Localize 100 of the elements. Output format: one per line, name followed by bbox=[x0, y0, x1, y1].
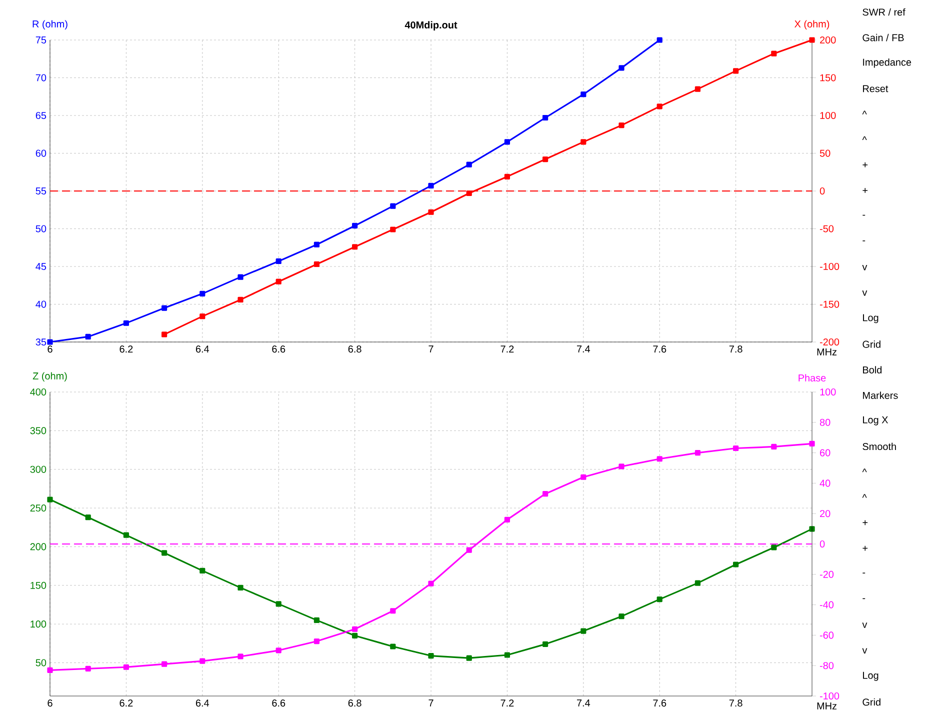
point bbox=[694, 580, 701, 586]
text: Reset bbox=[863, 85, 888, 92]
y2-tick-label: 80 bbox=[820, 418, 830, 426]
point bbox=[542, 156, 548, 162]
x-tick-label: 7.8 bbox=[729, 346, 742, 353]
text: Markers bbox=[863, 392, 898, 399]
x-tick-label: 6.6 bbox=[272, 700, 286, 707]
point bbox=[694, 450, 701, 456]
point bbox=[809, 37, 815, 43]
text: - bbox=[862, 214, 866, 216]
y-tick-label: 45 bbox=[36, 263, 46, 270]
y-tick-label: 55 bbox=[36, 188, 46, 194]
text: ^ bbox=[862, 136, 867, 140]
point bbox=[200, 568, 206, 574]
point bbox=[733, 562, 739, 568]
point bbox=[352, 244, 358, 250]
y2-tick-label: -100 bbox=[820, 692, 840, 700]
text: Log bbox=[863, 672, 878, 681]
point bbox=[618, 122, 624, 128]
y-tick-label: 150 bbox=[30, 582, 46, 589]
text: - bbox=[862, 240, 866, 242]
point bbox=[580, 92, 586, 98]
point bbox=[85, 334, 91, 340]
y2-tick-label: 20 bbox=[820, 510, 830, 518]
x-tick-label: 6.2 bbox=[120, 346, 133, 353]
point bbox=[428, 652, 434, 659]
y-axis-title: Z (ohm) bbox=[32, 372, 67, 382]
text: + bbox=[862, 162, 868, 168]
point bbox=[162, 305, 168, 311]
point bbox=[123, 320, 130, 326]
point bbox=[200, 290, 206, 296]
point bbox=[542, 491, 548, 497]
x-tick-label: 6.6 bbox=[272, 346, 286, 353]
y2-tick-label: -100 bbox=[820, 262, 840, 270]
y2-tick-label: 200 bbox=[820, 36, 836, 44]
text: Log bbox=[863, 314, 878, 324]
point bbox=[352, 632, 358, 638]
text: v bbox=[862, 264, 868, 270]
y2-tick-label: -60 bbox=[820, 632, 834, 639]
y-tick-label: 50 bbox=[36, 659, 46, 666]
y-tick-label: 70 bbox=[36, 74, 46, 82]
text: Bold bbox=[863, 366, 882, 374]
text: SWR / ref bbox=[862, 8, 906, 16]
y2-tick-label: -150 bbox=[820, 300, 840, 308]
point bbox=[771, 50, 777, 56]
point bbox=[504, 174, 510, 180]
point bbox=[504, 516, 510, 522]
y2-axis-title: X (ohm) bbox=[794, 20, 830, 30]
y-tick-label: 50 bbox=[36, 225, 46, 232]
point bbox=[656, 104, 662, 110]
y-tick-label: 35 bbox=[36, 338, 46, 346]
text: Grid bbox=[862, 698, 880, 706]
point bbox=[656, 596, 662, 602]
point bbox=[618, 614, 624, 620]
point bbox=[390, 608, 396, 614]
point bbox=[428, 580, 434, 586]
text: + bbox=[862, 546, 868, 551]
x-tick-label: 7.6 bbox=[653, 346, 666, 353]
x-tick-label: 6.4 bbox=[196, 346, 210, 353]
x-tick-label: 6.2 bbox=[120, 700, 133, 707]
x-tick-label: 7 bbox=[428, 700, 434, 706]
x-tick-label: 7.2 bbox=[500, 700, 514, 706]
x-tick-label: 7.4 bbox=[577, 346, 590, 352]
point bbox=[542, 114, 548, 121]
y-tick-label: 300 bbox=[30, 466, 46, 473]
point bbox=[276, 648, 282, 654]
point bbox=[580, 139, 586, 145]
x-tick-label: 7.6 bbox=[653, 700, 666, 707]
chart-title: 40Mdip.out bbox=[404, 21, 458, 30]
point bbox=[162, 661, 168, 667]
point bbox=[276, 601, 282, 607]
point bbox=[238, 654, 244, 660]
point bbox=[47, 339, 53, 345]
y-tick-label: 400 bbox=[30, 388, 46, 396]
point bbox=[618, 65, 624, 71]
y2-tick-label: 0 bbox=[820, 187, 825, 195]
y2-tick-label: 40 bbox=[820, 480, 830, 487]
point bbox=[47, 667, 53, 673]
point bbox=[466, 190, 472, 196]
y2-tick-label: 100 bbox=[820, 112, 836, 120]
text: Log X bbox=[863, 416, 888, 426]
point bbox=[238, 274, 244, 280]
point bbox=[200, 314, 206, 320]
point bbox=[85, 514, 91, 520]
text: Gain / FB bbox=[862, 34, 904, 42]
text: Grid bbox=[862, 340, 880, 348]
point bbox=[771, 444, 777, 450]
y-tick-label: 60 bbox=[36, 150, 46, 157]
point bbox=[162, 550, 168, 556]
point bbox=[466, 162, 472, 168]
text: - bbox=[862, 598, 866, 600]
x-axis-title: MHz bbox=[817, 348, 837, 356]
text: ^ bbox=[862, 110, 867, 114]
point bbox=[352, 222, 358, 229]
point bbox=[694, 86, 701, 92]
point bbox=[809, 440, 815, 446]
point bbox=[390, 203, 396, 209]
y-tick-label: 65 bbox=[36, 112, 46, 120]
y-tick-label: 40 bbox=[36, 300, 46, 308]
point bbox=[85, 666, 91, 672]
